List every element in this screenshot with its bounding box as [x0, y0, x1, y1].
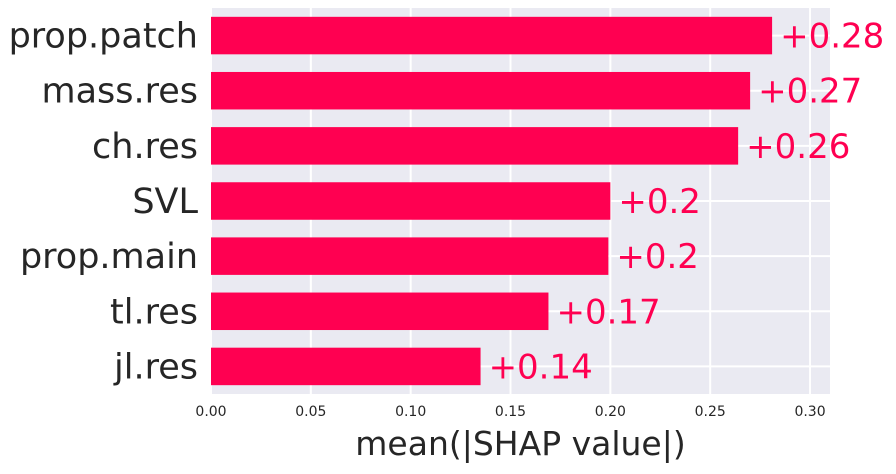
x-tick-label: 0.20: [595, 404, 626, 420]
bar-prop-patch: [211, 16, 773, 55]
x-tick-label: 0.05: [295, 404, 326, 420]
data-label: +0.2: [616, 237, 699, 277]
bar-mass-res: [211, 71, 751, 110]
x-tick-labels: 0.00 0.05 0.10 0.15 0.20 0.25 0.30: [195, 404, 825, 420]
bars: [211, 16, 773, 386]
y-tick-label: ch.res: [92, 127, 198, 167]
x-tick-label: 0.00: [195, 404, 226, 420]
x-tick-label: 0.25: [695, 404, 726, 420]
y-tick-label: tl.res: [110, 292, 198, 332]
y-tick-label: SVL: [132, 182, 198, 222]
y-tick-label: prop.main: [20, 237, 198, 277]
bar-svl: [211, 182, 611, 220]
y-tick-labels: prop.patch mass.res ch.res SVL prop.main tl.r…: [9, 17, 199, 388]
bar-jl-res: [211, 347, 481, 386]
data-label: +0.27: [758, 72, 862, 112]
x-axis-label: mean(|SHAP value|): [355, 424, 685, 463]
bar-prop-main: [211, 237, 609, 275]
y-tick-label: prop.patch: [9, 17, 198, 57]
data-label: +0.2: [618, 182, 701, 222]
x-tick-label: 0.10: [395, 404, 426, 420]
bar-ch-res: [211, 127, 739, 165]
data-labels: +0.28 +0.27 +0.26 +0.2 +0.2 +0.17 +0.14: [489, 17, 885, 388]
x-tick-label: 0.30: [794, 404, 825, 420]
data-label: +0.14: [489, 347, 593, 387]
x-tick-label: 0.15: [495, 404, 526, 420]
data-label: +0.28: [780, 17, 884, 57]
y-tick-label: mass.res: [41, 72, 198, 112]
data-label: +0.26: [746, 127, 850, 167]
bar-tl-res: [211, 292, 549, 331]
y-tick-label: jl.res: [113, 347, 198, 387]
data-label: +0.17: [556, 292, 660, 332]
